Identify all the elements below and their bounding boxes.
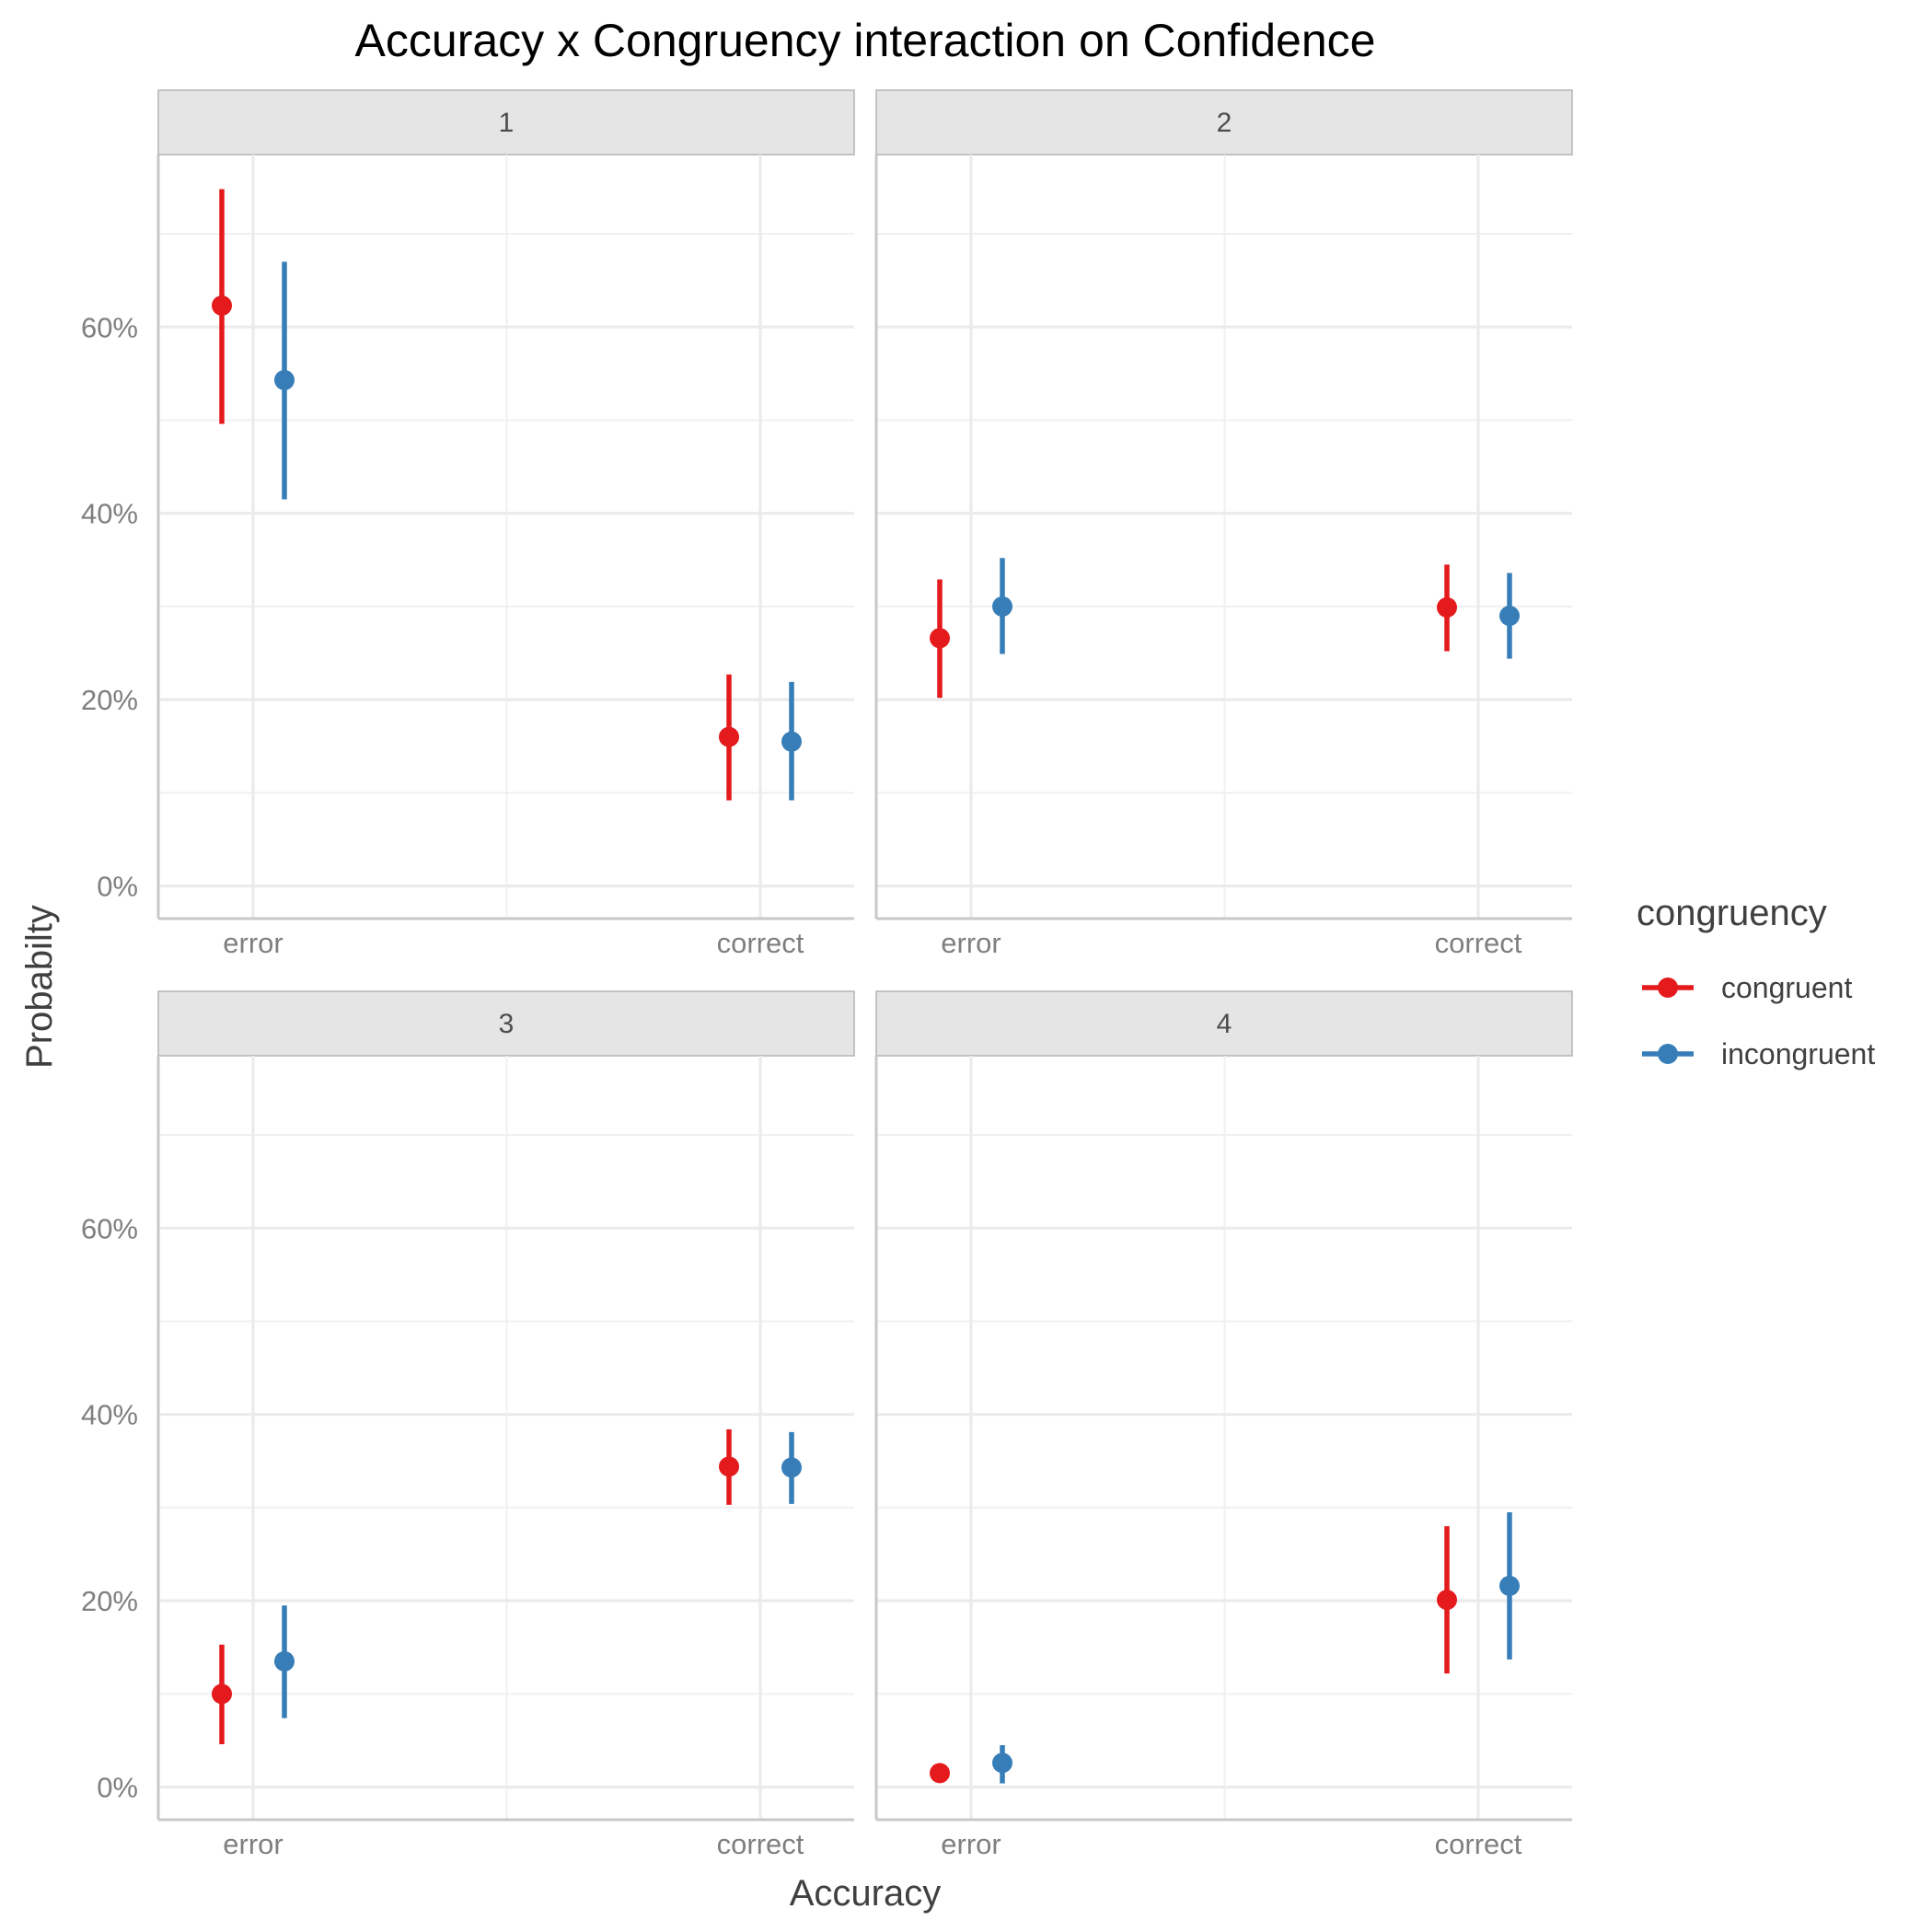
legend-title: congruency bbox=[1637, 893, 1827, 933]
facet-panel-2: 2 error correct bbox=[874, 89, 1573, 959]
facet-panel-3: 3 0% 20% 40% 60% error correct bbox=[81, 990, 855, 1860]
point-incongruent bbox=[992, 1753, 1012, 1774]
legend-label: congruent bbox=[1721, 971, 1852, 1004]
legend-key-point bbox=[1658, 1044, 1678, 1064]
point-congruent bbox=[930, 1763, 950, 1784]
point-congruent bbox=[212, 1683, 232, 1705]
y-tick-label: 40% bbox=[81, 498, 138, 530]
legend-label: incongruent bbox=[1721, 1037, 1875, 1070]
x-tick-label: correct bbox=[1435, 1828, 1522, 1860]
x-tick-label: correct bbox=[717, 1828, 804, 1860]
y-tick-label: 40% bbox=[81, 1399, 138, 1431]
facet-panels: 1 0% 20% 40% 60% error correct 2 error correct 3 0%… bbox=[81, 89, 1573, 1860]
x-tick-label: correct bbox=[717, 927, 804, 959]
point-incongruent bbox=[781, 1457, 802, 1478]
legend-key-incongruent: incongruent bbox=[1642, 1037, 1875, 1070]
point-congruent bbox=[719, 726, 739, 747]
facet-strip bbox=[157, 89, 855, 156]
facet-strip-label: 3 bbox=[499, 1009, 515, 1039]
point-congruent bbox=[1437, 596, 1457, 618]
y-axis-title: Probabilty bbox=[19, 905, 60, 1069]
point-incongruent bbox=[274, 369, 295, 390]
y-tick-label: 0% bbox=[97, 1772, 138, 1804]
point-incongruent bbox=[1499, 606, 1520, 627]
y-tick-label: 0% bbox=[97, 871, 138, 903]
y-tick-label: 60% bbox=[81, 1212, 138, 1244]
legend-key-congruent: congruent bbox=[1642, 971, 1852, 1004]
x-axis-title: Accuracy bbox=[790, 1873, 942, 1914]
chart-title: Accuracy x Congruency interaction on Con… bbox=[355, 15, 1376, 66]
legend: congruency congruent incongruent bbox=[1637, 893, 1875, 1070]
legend-key-point bbox=[1658, 978, 1678, 998]
facet-panel-1: 1 0% 20% 40% 60% error correct bbox=[81, 89, 855, 959]
point-incongruent bbox=[781, 731, 802, 752]
y-tick-label: 20% bbox=[81, 1585, 138, 1617]
point-incongruent bbox=[274, 1650, 295, 1672]
x-tick-label: error bbox=[223, 1828, 283, 1860]
x-tick-label: error bbox=[223, 927, 283, 959]
point-congruent bbox=[212, 295, 232, 316]
point-congruent bbox=[719, 1456, 739, 1477]
y-tick-label: 20% bbox=[81, 684, 138, 716]
facet-strip-label: 2 bbox=[1217, 108, 1232, 138]
x-tick-label: error bbox=[941, 927, 1001, 959]
point-congruent bbox=[1437, 1590, 1457, 1611]
facet-panel-4: 4 error correct bbox=[874, 990, 1573, 1860]
point-incongruent bbox=[1499, 1575, 1520, 1596]
point-congruent bbox=[930, 628, 950, 649]
x-tick-label: error bbox=[941, 1828, 1001, 1860]
x-tick-label: correct bbox=[1435, 927, 1522, 959]
y-tick-label: 60% bbox=[81, 311, 138, 343]
facet-strip bbox=[875, 89, 1573, 156]
point-incongruent bbox=[992, 596, 1012, 617]
facet-strip-label: 1 bbox=[499, 108, 515, 138]
facet-strip-label: 4 bbox=[1217, 1009, 1232, 1039]
